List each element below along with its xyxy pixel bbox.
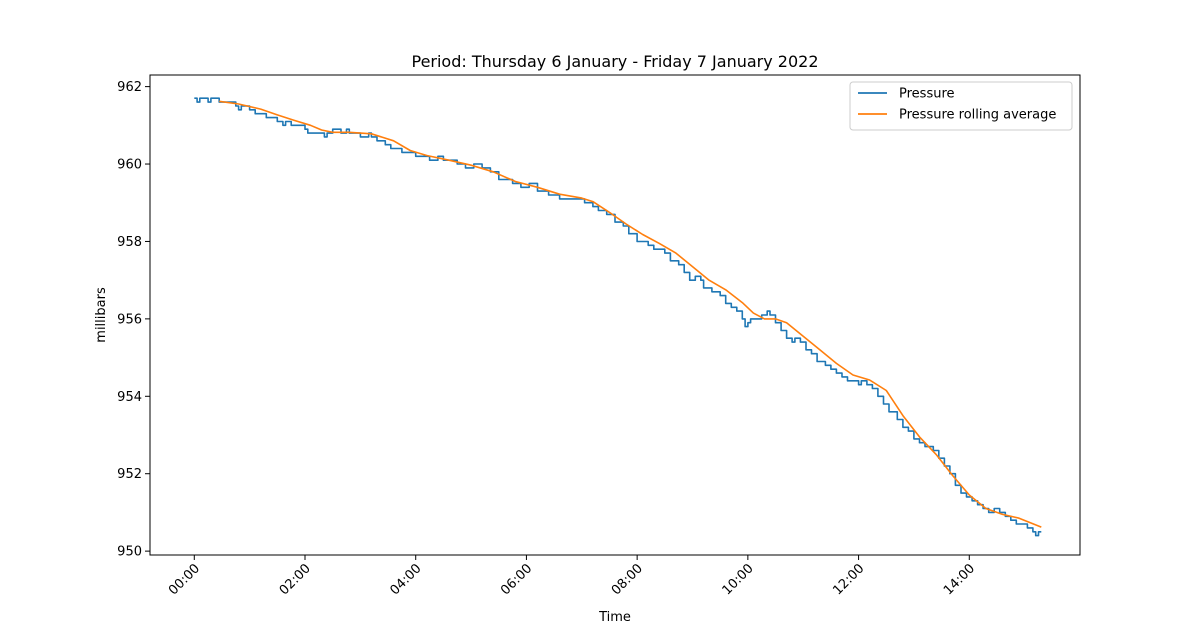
y-tick-label: 958: [117, 235, 142, 250]
x-axis-label: Time: [598, 610, 631, 625]
y-tick-label: 960: [117, 158, 142, 173]
y-axis: 950 952 954 956 958 960 962: [117, 80, 150, 560]
x-tick-label: 02:00: [277, 561, 314, 598]
series-layer: [194, 97, 1042, 537]
x-tick-label: 12:00: [830, 561, 867, 598]
y-tick-label: 952: [117, 467, 142, 482]
legend-label: Pressure: [899, 87, 955, 102]
x-axis: 00:00 02:00 04:00 06:00 08:00 10:00 12:00 14:00: [166, 555, 978, 598]
legend-box: [849, 81, 1073, 131]
series-line-rolling-average: [219, 100, 1042, 528]
y-tick-label: 954: [117, 390, 142, 405]
y-tick-label: 956: [117, 312, 142, 327]
x-tick-label: 14:00: [941, 561, 978, 598]
legend: Pressure Pressure rolling average: [849, 81, 1073, 131]
plot-frame: [149, 74, 1081, 556]
plot-background: [150, 75, 1080, 555]
y-tick-label: 950: [117, 545, 142, 560]
y-axis-label: millibars: [94, 287, 109, 343]
x-tick-label: 06:00: [498, 561, 535, 598]
x-tick-label: 04:00: [387, 561, 424, 598]
x-tick-label: 10:00: [720, 561, 757, 598]
x-tick-label: 08:00: [609, 561, 646, 598]
x-tick-label: 00:00: [166, 561, 203, 598]
chart-title: Period: Thursday 6 January - Friday 7 Ja…: [411, 52, 818, 71]
legend-label: Pressure rolling average: [899, 108, 1056, 123]
series-line-pressure: [194, 97, 1042, 537]
y-tick-label: 962: [117, 80, 142, 95]
